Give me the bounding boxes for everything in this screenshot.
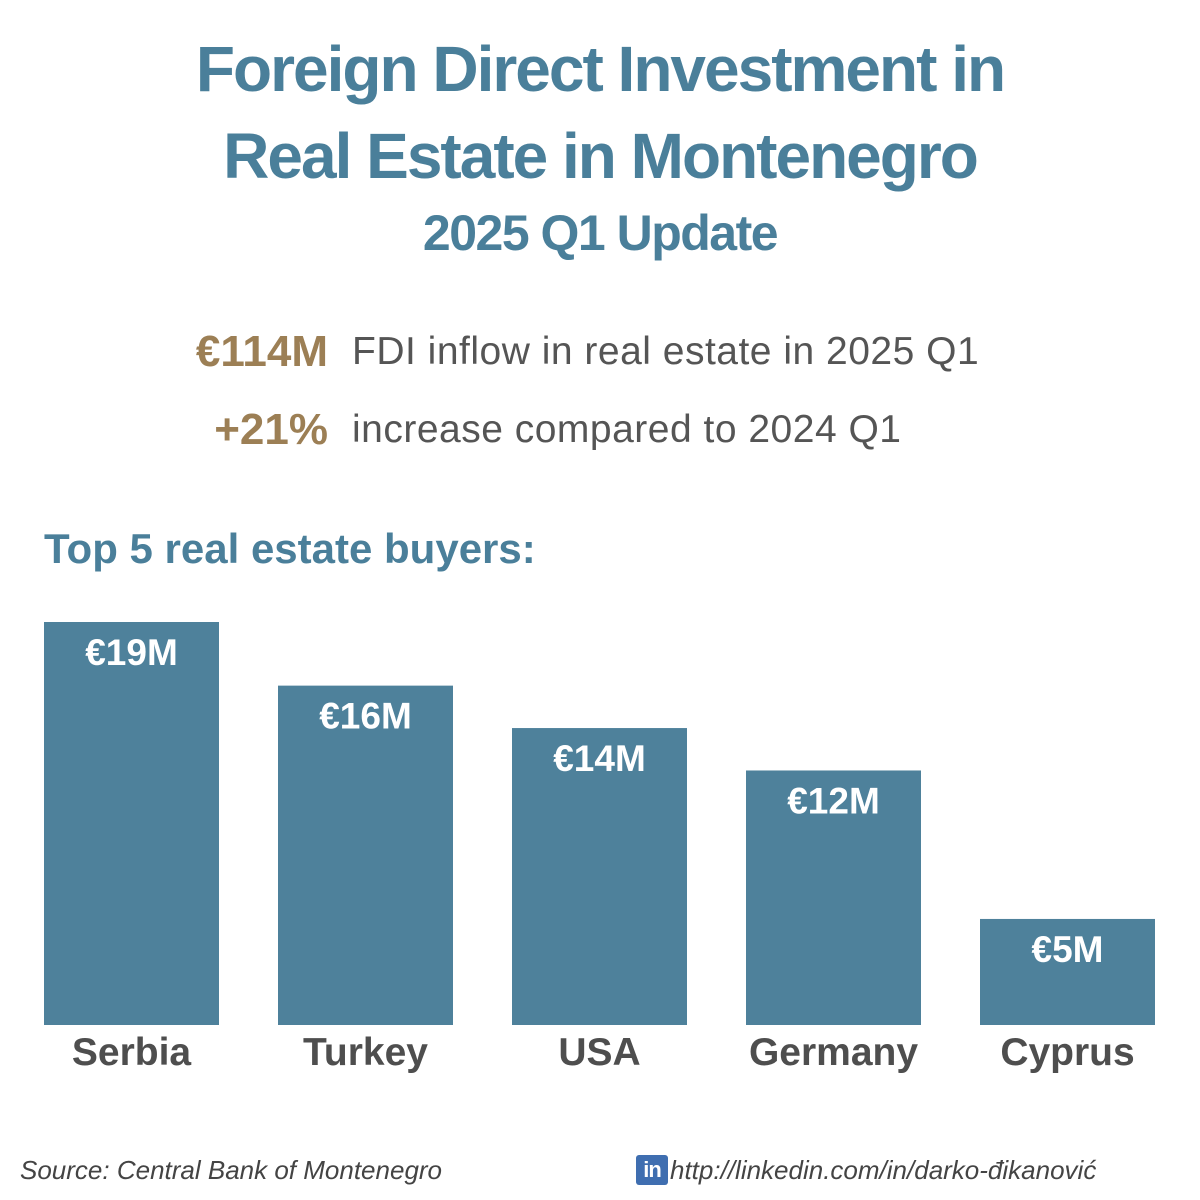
stat-description-increase: increase compared to 2024 Q1 <box>352 408 902 451</box>
title-line-2: Real Estate in Montenegro <box>223 120 979 192</box>
stat-row-increase: +21% increase compared to 2024 Q1 <box>0 400 1200 460</box>
stat-description-fdi-inflow: FDI inflow in real estate in 2025 Q1 <box>352 330 980 373</box>
category-label: USA <box>558 1031 640 1074</box>
category-label: Turkey <box>303 1031 428 1074</box>
category-label: Serbia <box>72 1031 192 1074</box>
bar-germany <box>746 770 921 1025</box>
linkedin-icon: in <box>636 1155 668 1185</box>
bar-turkey <box>278 685 453 1025</box>
bar-value-label: €14M <box>553 738 646 779</box>
stat-value-increase: +21% <box>214 405 328 454</box>
title-line-1: Foreign Direct Investment in <box>195 33 1006 105</box>
stat-value-fdi-inflow: €114M <box>195 327 328 376</box>
chart-heading: Top 5 real estate buyers: <box>44 525 536 572</box>
bar-value-label: €12M <box>787 780 880 821</box>
category-label: Cyprus <box>1000 1031 1134 1074</box>
linkedin-url[interactable]: http://linkedin.com/in/darko-đikanović <box>670 1155 1097 1185</box>
bar-usa <box>512 728 687 1025</box>
source-note: Source: Central Bank of Montenegro <box>20 1155 443 1185</box>
linkedin-link[interactable]: in http://linkedin.com/in/darko-đikanović <box>636 1150 1096 1190</box>
stat-row-fdi-inflow: €114M FDI inflow in real estate in 2025 … <box>0 322 1200 382</box>
bar-serbia <box>44 622 219 1025</box>
bar-value-label: €19M <box>85 632 178 673</box>
subtitle: 2025 Q1 Update <box>422 205 779 261</box>
bar-cyprus <box>980 918 1155 1025</box>
bar-value-label: €16M <box>319 696 412 737</box>
bar-value-label: €5M <box>1032 929 1104 970</box>
category-label: Germany <box>749 1031 918 1074</box>
